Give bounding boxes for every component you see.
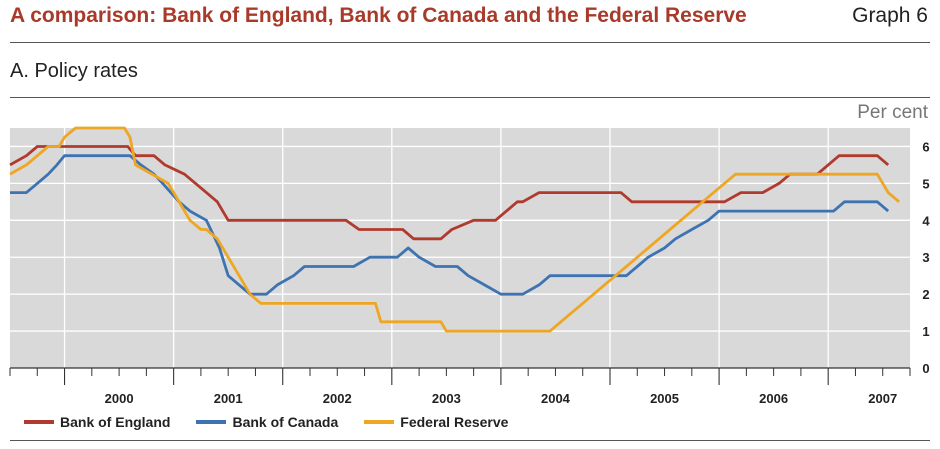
x-tick-label-2003: 2003 [432,391,461,406]
y-tick-label-6: 6 [922,139,929,154]
series-line-boc [10,154,890,296]
legend-swatch-boc [196,420,227,424]
x-tick-label-2006: 2006 [759,391,788,406]
bottom-rule [10,440,930,441]
chart-title: A comparison: Bank of England, Bank of C… [10,4,747,27]
legend-label-boe: Bank of England [60,414,171,430]
legend-item-boc: Bank of Canada [196,414,338,430]
legend-swatch-fed [364,420,395,424]
y-tick-label-3: 3 [922,250,929,265]
series-line-fed [9,126,901,333]
graph-number: Graph 6 [852,4,928,27]
panel-subtitle: A. Policy rates [10,60,138,82]
plot-background [10,128,910,368]
legend-item-boe: Bank of England [24,414,170,430]
legend-item-fed: Federal Reserve [364,414,508,430]
x-tick-label-2001: 2001 [214,391,243,406]
legend-label-fed: Federal Reserve [400,414,509,430]
y-tick-label-4: 4 [922,213,930,228]
series-line-boe [9,145,890,241]
y-tick-label-1: 1 [922,324,929,339]
y-tick-label-5: 5 [922,176,929,191]
legend: Bank of England Bank of Canada Federal R… [24,414,534,430]
x-tick-label-2002: 2002 [323,391,352,406]
x-tick-label-2007: 2007 [868,391,897,406]
y-tick-label-0: 0 [922,361,929,376]
x-tick-label-2004: 2004 [541,391,571,406]
unit-label: Per cent [857,102,928,123]
x-tick-label-2005: 2005 [650,391,679,406]
legend-swatch-boe [24,420,54,424]
panel-rule [10,97,930,98]
x-tick-label-2000: 2000 [105,391,134,406]
legend-label-boc: Bank of Canada [232,414,339,430]
top-rule [10,42,930,43]
y-tick-label-2: 2 [922,287,929,302]
